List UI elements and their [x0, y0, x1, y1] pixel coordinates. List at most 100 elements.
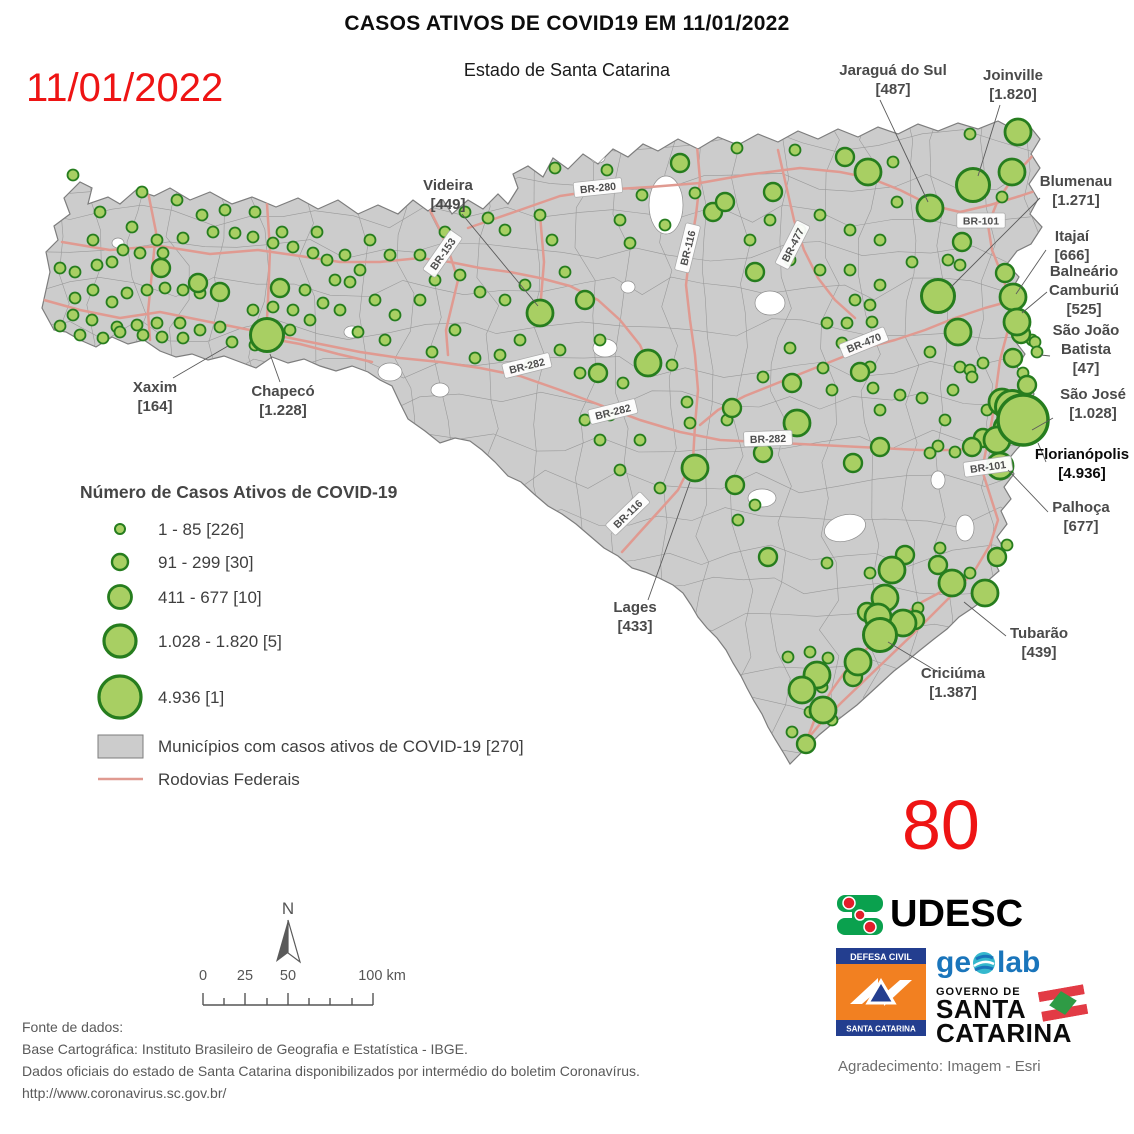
- legend-item-label: 1.028 - 1.820 [5]: [158, 632, 282, 651]
- case-bubble: [320, 253, 334, 267]
- case-bubble: [86, 283, 100, 297]
- case-bubble: [781, 650, 795, 664]
- case-bubble: [493, 348, 507, 362]
- city-label: Jaraguá do Sul: [839, 62, 947, 79]
- case-bubble: [877, 555, 907, 585]
- governo-sc-logo: GOVERNO DE SANTA CATARINA: [936, 986, 1096, 1046]
- geolab-lab: lab: [997, 946, 1041, 979]
- case-bubble: [316, 296, 330, 310]
- case-bubble: [498, 293, 512, 307]
- case-bubble: [125, 220, 139, 234]
- scale-label-0: 0: [199, 968, 207, 984]
- case-bubble: [714, 191, 736, 213]
- source-line: Base Cartográfica: Instituto Brasileiro …: [22, 1041, 468, 1057]
- case-bubble: [481, 211, 495, 225]
- case-bubble: [955, 167, 991, 203]
- case-bubble: [368, 293, 382, 307]
- case-bubble: [633, 348, 663, 378]
- case-bubble: [383, 248, 397, 262]
- case-bubble: [66, 308, 80, 322]
- no-case-patch: [430, 382, 450, 398]
- case-bubble: [246, 303, 260, 317]
- udesc-icon: [837, 894, 883, 935]
- case-bubble: [93, 205, 107, 219]
- no-case-municipalities: [111, 152, 975, 543]
- case-bubble: [413, 248, 427, 262]
- legend-item-label: 1 - 85 [226]: [158, 520, 244, 539]
- case-bubble: [862, 617, 898, 653]
- case-bubble: [840, 316, 854, 330]
- city-labels: Jaraguá do Sul [487] Joinville [1.820] Blume…: [133, 62, 1129, 701]
- case-bubble: [941, 253, 955, 267]
- case-bubble: [783, 341, 797, 355]
- case-bubble: [158, 281, 172, 295]
- case-bubble: [68, 265, 82, 279]
- acknowledgement-text: Agradecimento: Imagem - Esri: [838, 1058, 1041, 1075]
- no-case-patch: [754, 290, 786, 316]
- case-bubble: [923, 345, 937, 359]
- case-bubble: [915, 391, 929, 405]
- case-bubble: [834, 146, 856, 168]
- case-bubble: [269, 277, 291, 299]
- city-label: Chapecó: [251, 383, 314, 400]
- road-label: BR-280: [572, 177, 624, 198]
- defesa-civil-bottom-text: SANTA CATARINA: [846, 1025, 916, 1034]
- case-bubble: [170, 193, 184, 207]
- case-bubble: [363, 233, 377, 247]
- legend-bubble: [102, 623, 138, 659]
- road-label: BR-282: [743, 429, 793, 448]
- city-label: [525]: [1066, 301, 1101, 318]
- svg-text:BR-101: BR-101: [963, 216, 999, 228]
- case-bubble: [963, 127, 977, 141]
- case-bubble: [85, 313, 99, 327]
- case-bubble: [1028, 335, 1042, 349]
- case-bubble: [130, 318, 144, 332]
- case-bubble: [1000, 538, 1014, 552]
- case-bubble: [105, 295, 119, 309]
- case-bubble: [787, 675, 817, 705]
- case-bubble: [286, 303, 300, 317]
- city-label: [677]: [1063, 518, 1098, 535]
- city-label: Criciúma: [921, 665, 986, 682]
- case-bubble: [893, 388, 907, 402]
- case-bubble: [525, 298, 555, 328]
- case-bubble: [553, 343, 567, 357]
- city-label: Batista: [1061, 341, 1112, 358]
- case-bubble: [951, 231, 973, 253]
- case-bubble: [473, 285, 487, 299]
- city-label: Tubarão: [1010, 625, 1068, 642]
- case-bubble: [653, 481, 667, 495]
- case-bubble: [743, 233, 757, 247]
- case-bubble: [53, 319, 67, 333]
- case-bubble: [310, 225, 324, 239]
- case-bubble: [873, 278, 887, 292]
- city-label: [1.820]: [989, 86, 1037, 103]
- legend-item-label: 91 - 299 [30]: [158, 553, 253, 572]
- case-bubble: [756, 370, 770, 384]
- data-sources: Fonte de dados: Base Cartográfica: Insti…: [22, 1016, 640, 1104]
- legend-item-label: 411 - 677 [10]: [158, 588, 262, 607]
- case-bubble: [150, 316, 164, 330]
- case-bubble: [986, 546, 1008, 568]
- case-bubble: [782, 408, 812, 438]
- case-bubble: [498, 223, 512, 237]
- case-bubble: [863, 566, 877, 580]
- case-bubble: [923, 446, 937, 460]
- no-case-patch: [377, 362, 403, 382]
- no-case-patch: [648, 175, 684, 235]
- legend-item-label: 4.936 [1]: [158, 688, 224, 707]
- legend-bubble: [110, 552, 130, 572]
- no-case-patch: [930, 470, 946, 490]
- case-bubble: [873, 233, 887, 247]
- legend-title: Número de Casos Ativos de COVID-19: [80, 482, 398, 502]
- case-bubble: [195, 208, 209, 222]
- source-line: Fonte de dados:: [22, 1019, 124, 1035]
- case-bubble: [669, 152, 691, 174]
- city-label: Florianópolis: [1035, 446, 1129, 463]
- case-bubble: [680, 453, 710, 483]
- case-bubble: [915, 193, 945, 223]
- case-bubble: [886, 155, 900, 169]
- scale-bar: 0 25 50 100 km: [199, 968, 406, 1006]
